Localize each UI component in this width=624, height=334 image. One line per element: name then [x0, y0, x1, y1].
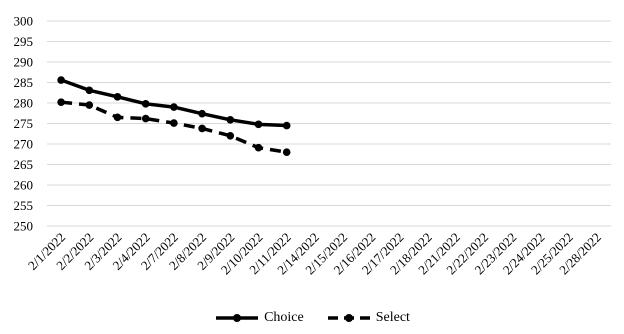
data-point-select: [85, 101, 94, 109]
data-point-select: [141, 114, 150, 123]
y-axis-tick-labels: 250 255 260 265 270 275 280 285 290 295 300: [14, 14, 34, 234]
gridlines: [47, 20, 611, 227]
data-point-choice: [170, 103, 178, 111]
y-tick-label: 285: [14, 75, 34, 90]
y-tick-label: 255: [14, 198, 34, 213]
series-group: [57, 76, 291, 156]
data-point-select: [170, 119, 178, 127]
legend-item-select: Select: [326, 310, 410, 326]
legend-label-choice: Choice: [264, 310, 304, 325]
y-tick-label: 250: [14, 219, 34, 234]
data-point-choice: [198, 109, 206, 118]
y-tick-label: 260: [14, 178, 34, 193]
y-tick-label: 295: [14, 34, 34, 49]
data-point-choice: [282, 121, 291, 130]
y-tick-label: 270: [14, 137, 34, 152]
legend: Choice Select: [0, 308, 624, 328]
y-tick-label: 275: [14, 116, 34, 131]
data-point-choice: [226, 116, 235, 124]
data-point-select: [57, 98, 65, 106]
legend-swatch-select: [327, 314, 370, 322]
data-point-select: [198, 124, 206, 133]
data-point-select: [226, 132, 235, 140]
legend-swatch-choice: [216, 314, 259, 322]
legend-label-select: Select: [375, 310, 410, 325]
data-point-choice: [113, 93, 122, 101]
legend-item-choice: Choice: [214, 310, 304, 326]
y-tick-label: 265: [14, 157, 34, 172]
y-tick-label: 280: [14, 96, 34, 111]
data-point-choice: [57, 76, 65, 84]
y-tick-label: 300: [14, 14, 34, 29]
y-tick-label: 290: [14, 55, 34, 70]
data-point-select: [113, 113, 122, 122]
data-point-select: [282, 148, 291, 156]
x-axis-tick-labels: 2/1/20222/2/20222/3/20222/4/20222/7/2022…: [25, 230, 604, 278]
data-point-choice: [254, 120, 263, 129]
data-point-choice: [85, 86, 94, 95]
data-point-choice: [141, 100, 150, 108]
data-point-select: [254, 143, 263, 152]
